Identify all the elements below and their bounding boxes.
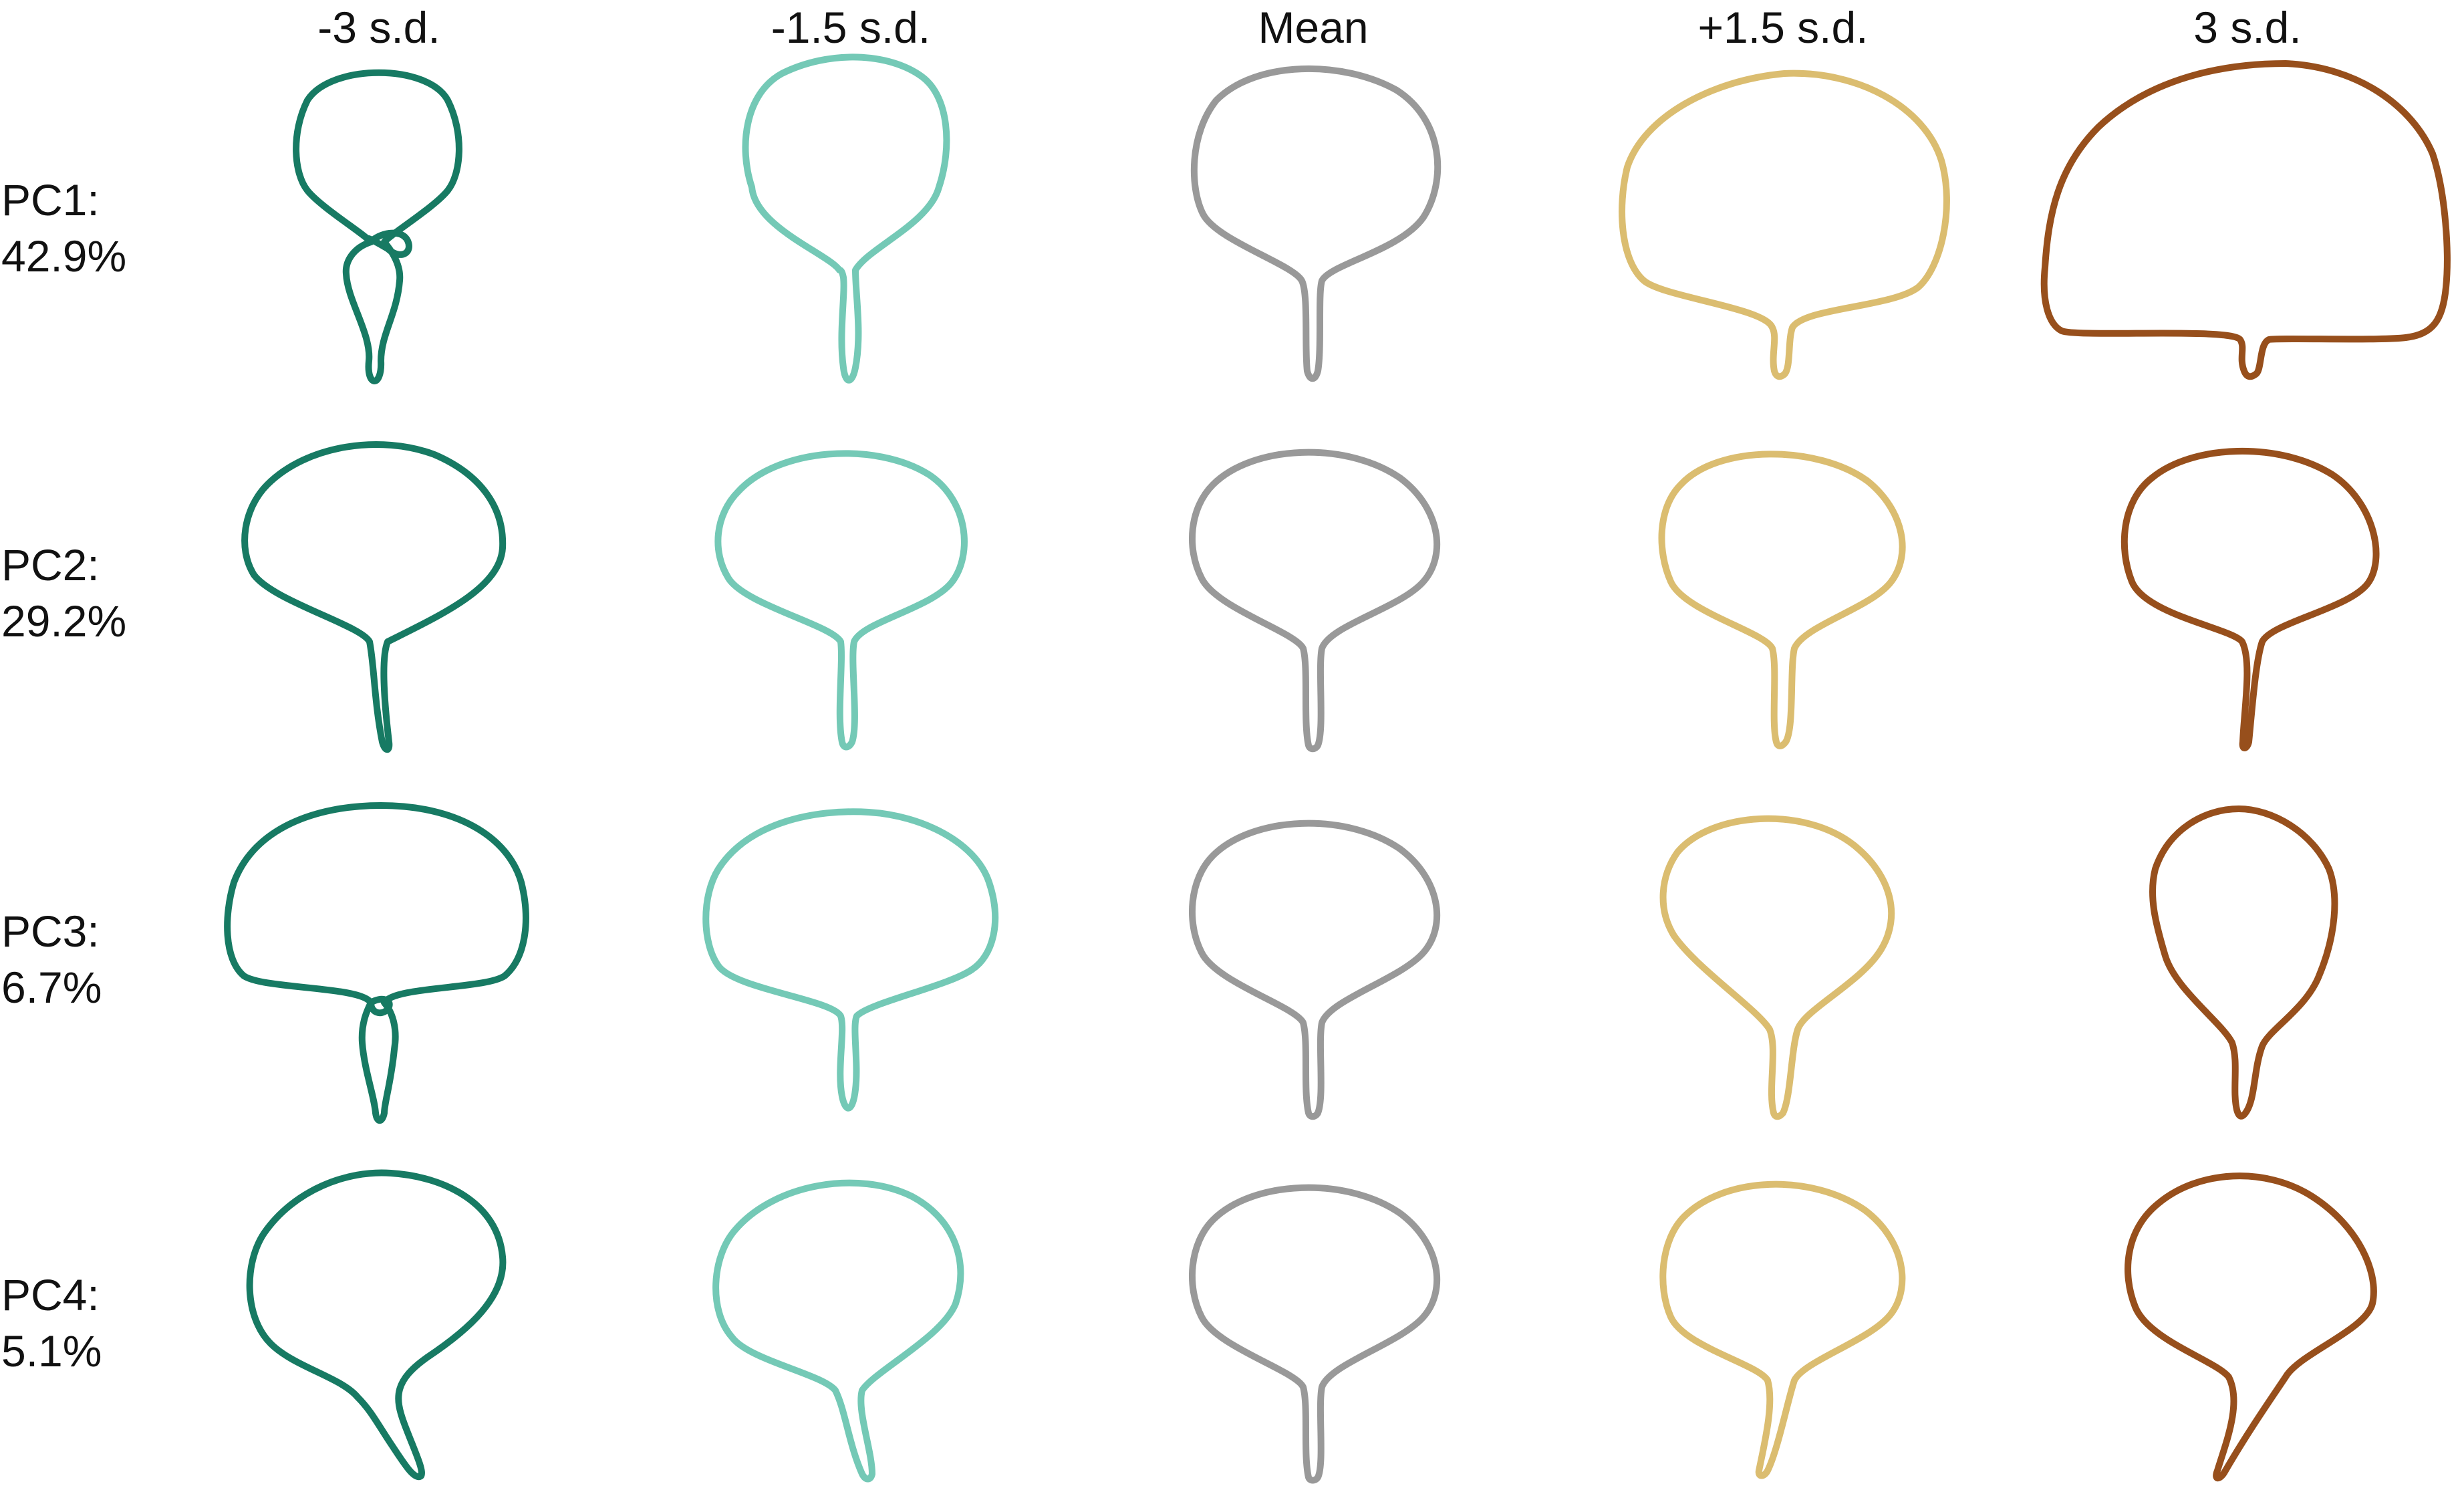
row-label-pc4: PC4: 5.1% bbox=[1, 1270, 102, 1376]
shape-pc3-plus-1-5sd bbox=[1659, 815, 1895, 1120]
shape-pc1-mean bbox=[1190, 65, 1442, 382]
row-label-pc1-variance: 42.9% bbox=[1, 231, 126, 281]
row-label-pc3-variance: 6.7% bbox=[1, 963, 102, 1012]
shape-pc2-plus-3sd bbox=[2120, 448, 2380, 751]
row-label-pc2-variance: 29.2% bbox=[1, 596, 126, 646]
shape-pc3-mean bbox=[1189, 820, 1441, 1120]
shape-pc1-minus-1-5sd bbox=[742, 53, 950, 384]
shape-pc3-minus-1-5sd bbox=[702, 808, 999, 1112]
shape-pc4-plus-1-5sd bbox=[1659, 1181, 1906, 1479]
shape-pc4-minus-1-5sd bbox=[712, 1179, 964, 1483]
column-header-plus-1-5sd: +1.5 s.d. bbox=[1697, 3, 1868, 52]
shape-pc2-mean bbox=[1189, 449, 1441, 753]
row-label-pc1-component: PC1: bbox=[1, 175, 100, 225]
row-label-pc4-variance: 5.1% bbox=[1, 1326, 102, 1376]
row-label-pc2-component: PC2: bbox=[1, 540, 100, 590]
shape-pc2-minus-1-5sd bbox=[714, 450, 968, 751]
shape-pc1-plus-3sd bbox=[2040, 60, 2451, 380]
row-label-pc4-component: PC4: bbox=[1, 1270, 100, 1320]
shape-pc4-mean bbox=[1189, 1184, 1441, 1484]
shape-pc1-minus-3sd bbox=[293, 69, 462, 384]
shape-pc3-plus-3sd bbox=[2149, 805, 2338, 1120]
column-header-minus-3sd: -3 s.d. bbox=[317, 3, 440, 52]
shape-pc2-plus-1-5sd bbox=[1658, 451, 1906, 749]
row-label-pc3: PC3: 6.7% bbox=[1, 906, 102, 1012]
shape-pc2-minus-3sd bbox=[241, 441, 507, 753]
shape-pc1-plus-1-5sd bbox=[1619, 70, 1950, 380]
shape-pc4-minus-3sd bbox=[246, 1169, 507, 1481]
column-header-plus-3sd: 3 s.d. bbox=[2193, 3, 2301, 52]
shape-pc3-minus-3sd bbox=[224, 802, 529, 1124]
column-header-mean: Mean bbox=[1258, 3, 1368, 52]
column-header-minus-1-5sd: -1.5 s.d. bbox=[771, 3, 930, 52]
shape-pc4-plus-3sd bbox=[2125, 1172, 2377, 1482]
row-label-pc2: PC2: 29.2% bbox=[1, 540, 126, 646]
row-label-pc3-component: PC3: bbox=[1, 906, 100, 956]
row-label-pc1: PC1: 42.9% bbox=[1, 175, 126, 281]
